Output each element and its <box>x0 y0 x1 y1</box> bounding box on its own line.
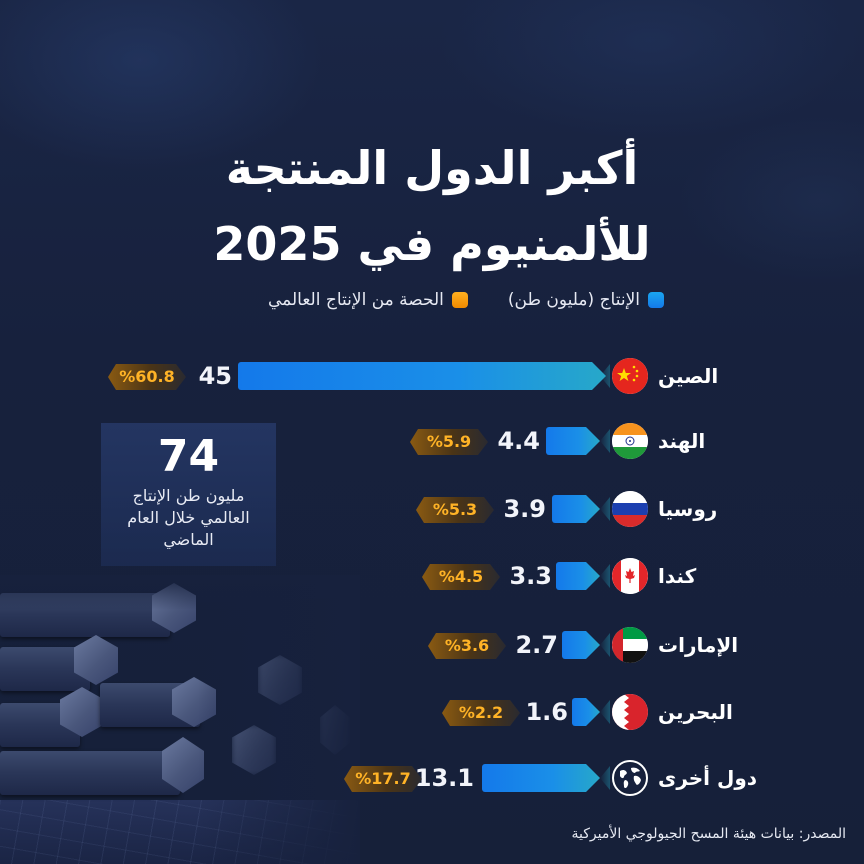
orange-square-icon <box>451 292 468 308</box>
production-bar <box>556 562 600 590</box>
chart-row-canada: كندا 3.3 %4.5 <box>0 556 864 596</box>
chart-row-uae: الإمارات 2.7 %3.6 <box>0 625 864 665</box>
bar-notch <box>600 633 610 657</box>
china-flag-icon <box>612 358 648 394</box>
bar-notch <box>600 564 610 588</box>
chart-row-china: الصين 45 %60.8 <box>0 356 864 396</box>
canada-flag-icon <box>612 558 648 594</box>
title-line-2: للألمنيوم في 2025 <box>213 217 651 271</box>
production-bar <box>482 764 600 792</box>
total-production-box: 74 مليون طن الإنتاج العالمي خلال العام ا… <box>101 423 276 566</box>
source-note: المصدر: بيانات هيئة المسح الجيولوجي الأم… <box>571 826 847 842</box>
production-value: 2.7 <box>515 631 558 659</box>
production-bar <box>546 427 600 455</box>
legend-item-production: الإنتاج (مليون طن) <box>508 290 664 310</box>
country-name: الهند <box>658 429 706 453</box>
production-value: 45 <box>198 362 232 390</box>
production-value: 3.3 <box>509 562 552 590</box>
production-value: 4.4 <box>497 427 540 455</box>
share-badge: %17.7 <box>344 766 422 792</box>
share-badge: %5.3 <box>416 497 494 523</box>
legend: الإنتاج (مليون طن) الحصة من الإنتاج العا… <box>160 290 664 310</box>
country-name: البحرين <box>658 700 733 724</box>
chart-row-russia: روسيا 3.9 %5.3 <box>0 489 864 529</box>
production-bar <box>572 698 600 726</box>
bahrain-flag-icon <box>612 694 648 730</box>
share-badge: %60.8 <box>108 364 186 390</box>
bar-notch <box>600 766 610 790</box>
total-production-description: مليون طن الإنتاج العالمي خلال العام الما… <box>127 486 250 549</box>
share-badge: %5.9 <box>410 429 488 455</box>
country-name: كندا <box>658 564 697 588</box>
globe-icon <box>612 760 648 796</box>
page-title: أكبر الدول المنتجة للألمنيوم في 2025 <box>0 130 864 282</box>
total-production-value: 74 <box>157 431 220 482</box>
share-badge: %3.6 <box>428 633 506 659</box>
legend-label: الإنتاج (مليون طن) <box>507 290 640 310</box>
india-flag-icon <box>612 423 648 459</box>
chart-row-india: الهند 4.4 %5.9 <box>0 421 864 461</box>
uae-flag-icon <box>612 627 648 663</box>
country-name: دول أخرى <box>658 766 758 790</box>
aluminum-bars-image <box>0 575 360 864</box>
country-name: روسيا <box>658 497 718 521</box>
russia-flag-icon <box>612 491 648 527</box>
chart-row-others: دول أخرى 13.1 %17.7 <box>0 758 864 798</box>
bar-notch <box>600 700 610 724</box>
title-line-1: أكبر الدول المنتجة <box>225 141 639 195</box>
legend-label: الحصة من الإنتاج العالمي <box>268 290 444 310</box>
production-bar <box>238 362 606 390</box>
blue-square-icon <box>648 292 664 308</box>
production-value: 1.6 <box>525 698 568 726</box>
production-bar <box>552 495 600 523</box>
country-name: الصين <box>658 364 719 388</box>
legend-item-share: الحصة من الإنتاج العالمي <box>268 290 468 310</box>
production-value: 3.9 <box>503 495 546 523</box>
chart-row-bahrain: البحرين 1.6 %2.2 <box>0 692 864 732</box>
bar-notch <box>600 429 610 453</box>
production-bar <box>562 631 600 659</box>
share-badge: %4.5 <box>422 564 500 590</box>
production-value: 13.1 <box>414 764 474 792</box>
bar-notch <box>600 497 610 521</box>
share-badge: %2.2 <box>442 700 520 726</box>
country-name: الإمارات <box>658 633 739 657</box>
